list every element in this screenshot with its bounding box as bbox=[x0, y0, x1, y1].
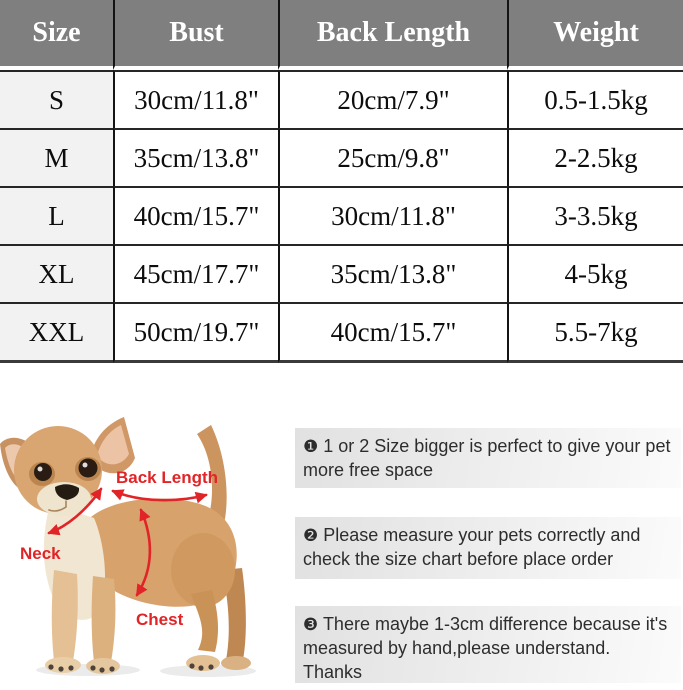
dog-photo bbox=[0, 417, 256, 677]
col-header-size: Size bbox=[0, 0, 113, 70]
note-1-bullet: ❶ bbox=[303, 437, 319, 457]
table-header-row: Size Bust Back Length Weight bbox=[0, 0, 683, 70]
note-2-bullet: ❷ bbox=[303, 526, 319, 546]
col-header-back-length: Back Length bbox=[278, 0, 507, 70]
cell-bust: 45cm/17.7" bbox=[113, 244, 278, 302]
neck-label: Neck bbox=[20, 544, 61, 563]
table-row: M 35cm/13.8" 25cm/9.8" 2-2.5kg bbox=[0, 128, 683, 186]
note-2: ❷ Please measure your pets correctly and… bbox=[295, 517, 681, 579]
chest-label: Chest bbox=[136, 610, 184, 629]
cell-weight: 4-5kg bbox=[507, 244, 683, 302]
cell-size: L bbox=[0, 186, 113, 244]
cell-bust: 40cm/15.7" bbox=[113, 186, 278, 244]
cell-weight: 5.5-7kg bbox=[507, 302, 683, 363]
cell-bust: 50cm/19.7" bbox=[113, 302, 278, 363]
cell-back-length: 35cm/13.8" bbox=[278, 244, 507, 302]
note-3-text: ❸ There maybe 1-3cm difference because i… bbox=[303, 614, 668, 682]
chest-arrow bbox=[135, 508, 152, 597]
cell-size: S bbox=[0, 70, 113, 128]
cell-size: XL bbox=[0, 244, 113, 302]
cell-back-length: 20cm/7.9" bbox=[278, 70, 507, 128]
note-1: ❶ 1 or 2 Size bigger is perfect to give … bbox=[295, 428, 681, 488]
col-header-weight: Weight bbox=[507, 0, 683, 70]
note-3-bullet: ❸ bbox=[303, 615, 319, 635]
cell-bust: 30cm/11.8" bbox=[113, 70, 278, 128]
cell-weight: 2-2.5kg bbox=[507, 128, 683, 186]
table-row: L 40cm/15.7" 30cm/11.8" 3-3.5kg bbox=[0, 186, 683, 244]
cell-weight: 0.5-1.5kg bbox=[507, 70, 683, 128]
note-1-text: ❶ 1 or 2 Size bigger is perfect to give … bbox=[303, 436, 671, 480]
cell-size: XXL bbox=[0, 302, 113, 363]
dog-measurement-diagram: Back Length Neck Chest bbox=[0, 398, 292, 683]
cell-back-length: 30cm/11.8" bbox=[278, 186, 507, 244]
note-2-text: ❷ Please measure your pets correctly and… bbox=[303, 525, 641, 569]
size-table: Size Bust Back Length Weight S 30cm/11.8… bbox=[0, 0, 683, 363]
cell-weight: 3-3.5kg bbox=[507, 186, 683, 244]
cell-back-length: 40cm/15.7" bbox=[278, 302, 507, 363]
cell-back-length: 25cm/9.8" bbox=[278, 128, 507, 186]
note-3: ❸ There maybe 1-3cm difference because i… bbox=[295, 606, 681, 683]
cell-bust: 35cm/13.8" bbox=[113, 128, 278, 186]
table-row: XL 45cm/17.7" 35cm/13.8" 4-5kg bbox=[0, 244, 683, 302]
cell-size: M bbox=[0, 128, 113, 186]
back-length-label: Back Length bbox=[116, 468, 219, 487]
back-length-arrow bbox=[111, 489, 208, 504]
col-header-bust: Bust bbox=[113, 0, 278, 70]
table-row: XXL 50cm/19.7" 40cm/15.7" 5.5-7kg bbox=[0, 302, 683, 363]
neck-arrow bbox=[47, 487, 103, 536]
table-row: S 30cm/11.8" 20cm/7.9" 0.5-1.5kg bbox=[0, 70, 683, 128]
